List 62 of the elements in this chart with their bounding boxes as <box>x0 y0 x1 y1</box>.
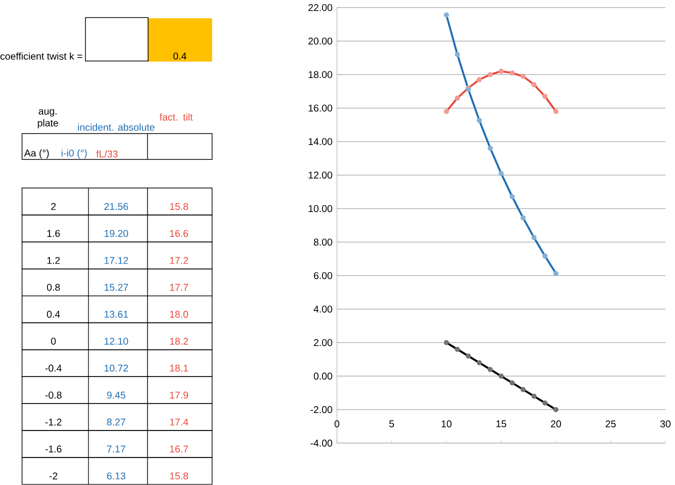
text: 15.27 <box>104 284 128 291</box>
text: 16.6 <box>170 230 188 238</box>
text: 0.4 <box>173 52 186 60</box>
text: -0.4 <box>45 364 62 372</box>
y-tick-label: 10.00 <box>308 205 332 212</box>
text: -0.8 <box>45 392 62 399</box>
y-tick-label: -4.00 <box>310 440 332 447</box>
text: 18.1 <box>170 364 188 372</box>
y-tick-label: 14.00 <box>308 138 332 146</box>
text: 16.7 <box>170 446 188 453</box>
text: Aa (°) <box>24 149 49 159</box>
x-tick-label: 15 <box>496 420 506 428</box>
text: fL/33 <box>96 150 118 158</box>
text: 17.2 <box>170 257 188 264</box>
text: 15.8 <box>170 203 188 210</box>
y-tick-label: 16.00 <box>308 104 332 112</box>
y-tick-label: 18.00 <box>308 71 332 78</box>
text: 7.17 <box>107 446 126 452</box>
text: 8.27 <box>107 418 126 426</box>
y-tick-label: 12.00 <box>308 172 332 179</box>
text: -1.6 <box>45 446 62 453</box>
text: 15.8 <box>170 472 188 480</box>
text: 18.2 <box>170 338 188 345</box>
text: 17.7 <box>170 284 188 291</box>
text: 21.56 <box>104 203 128 210</box>
text: 13.61 <box>104 310 128 318</box>
text: 0.4 <box>46 310 60 318</box>
text: 9.45 <box>107 392 126 399</box>
text: 18.0 <box>170 310 188 318</box>
text: 2 <box>51 203 56 210</box>
text: i-i0 (°) <box>62 149 87 159</box>
x-tick-label: 5 <box>389 420 394 428</box>
y-tick-label: 2.00 <box>314 339 332 346</box>
text: 6.13 <box>107 472 126 480</box>
x-tick-label: 25 <box>606 420 616 428</box>
text: 1.6 <box>47 230 60 238</box>
x-tick-label: 20 <box>550 420 562 428</box>
y-tick-label: 22.00 <box>308 4 332 12</box>
x-tick-label: 30 <box>660 420 671 428</box>
y-tick-label: -2.00 <box>310 406 332 414</box>
text: 17.12 <box>104 257 128 264</box>
y-tick-label: 6.00 <box>314 272 332 280</box>
text: 0.8 <box>46 284 60 291</box>
text: fact. tilt <box>160 113 193 121</box>
y-tick-label: 20.00 <box>308 38 332 45</box>
y-tick-label: 0.00 <box>314 372 332 380</box>
text: 10.72 <box>104 364 128 372</box>
text: 12.10 <box>104 338 128 345</box>
x-tick-label: 10 <box>442 420 452 428</box>
text: 0 <box>51 338 56 345</box>
text: -1.2 <box>45 418 62 426</box>
x-tick-label: 0 <box>334 420 340 428</box>
y-tick-label: 8.00 <box>314 238 332 246</box>
text: 19.20 <box>104 230 128 238</box>
text: -2 <box>49 472 58 480</box>
text: incident. absolute <box>78 124 154 131</box>
text: coefficient twist k = <box>0 52 82 60</box>
text: 17.4 <box>170 418 188 426</box>
text: aug. plate <box>38 109 58 129</box>
text: 1.2 <box>47 257 60 264</box>
y-tick-label: 4.00 <box>314 306 332 313</box>
text: 17.9 <box>170 392 188 399</box>
